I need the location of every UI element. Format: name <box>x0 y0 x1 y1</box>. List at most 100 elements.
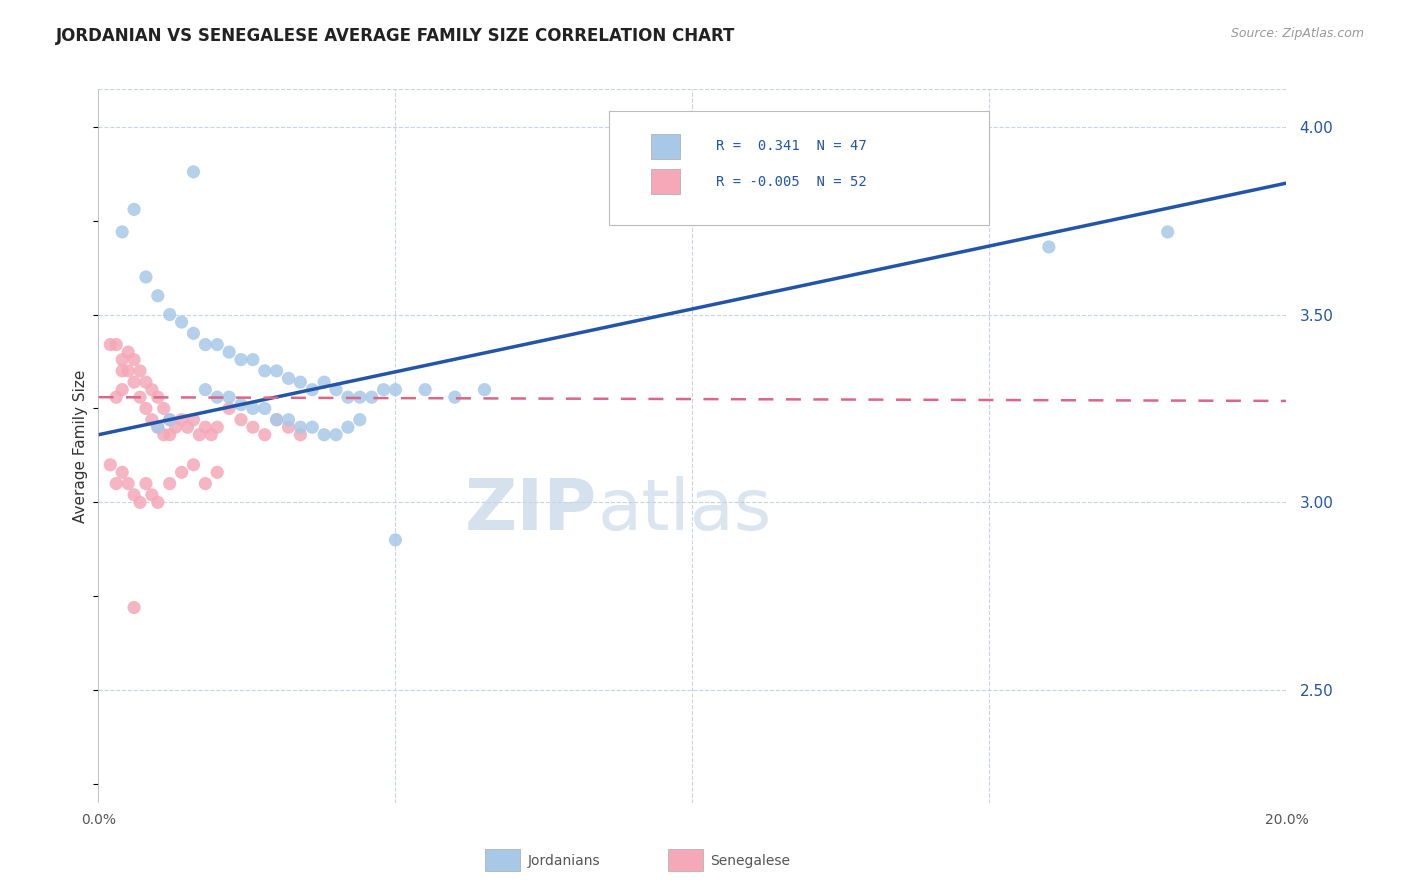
Point <box>229 398 252 412</box>
Point <box>443 390 465 404</box>
Point <box>229 352 252 367</box>
Point <box>111 383 134 397</box>
Point <box>111 465 134 479</box>
Text: Jordanians: Jordanians <box>527 854 600 868</box>
Point <box>277 413 299 427</box>
Text: ZIP: ZIP <box>465 475 598 545</box>
Point <box>122 375 145 389</box>
Point <box>290 375 312 389</box>
Point <box>253 401 276 416</box>
Point <box>117 364 139 378</box>
Point <box>105 390 128 404</box>
Point <box>117 476 139 491</box>
Point <box>98 337 121 351</box>
Point <box>183 165 205 179</box>
Point <box>373 383 395 397</box>
Point <box>146 420 169 434</box>
Text: R = -0.005  N = 52: R = -0.005 N = 52 <box>716 175 868 189</box>
Point <box>253 364 276 378</box>
Point <box>170 315 193 329</box>
Point <box>1156 225 1178 239</box>
Point <box>105 337 128 351</box>
Point <box>135 270 157 285</box>
Point <box>159 476 181 491</box>
FancyBboxPatch shape <box>609 111 990 225</box>
Point <box>349 390 371 404</box>
Point <box>266 413 288 427</box>
Point <box>141 488 163 502</box>
Point <box>194 337 217 351</box>
Point <box>152 401 174 416</box>
Bar <box>651 134 681 159</box>
Point <box>194 420 217 434</box>
Point <box>336 420 359 434</box>
Point <box>146 420 169 434</box>
Point <box>474 383 496 397</box>
Point <box>242 352 264 367</box>
Point <box>218 390 240 404</box>
Text: atlas: atlas <box>598 475 772 545</box>
Point <box>207 337 229 351</box>
Point <box>129 495 152 509</box>
Point <box>122 488 145 502</box>
Point <box>325 427 347 442</box>
Point <box>188 427 211 442</box>
Text: JORDANIAN VS SENEGALESE AVERAGE FAMILY SIZE CORRELATION CHART: JORDANIAN VS SENEGALESE AVERAGE FAMILY S… <box>56 27 735 45</box>
Point <box>105 476 128 491</box>
Point <box>122 202 145 217</box>
Point <box>159 413 181 427</box>
Point <box>218 345 240 359</box>
Point <box>170 413 193 427</box>
Point <box>111 364 134 378</box>
Point <box>146 495 169 509</box>
Point <box>129 390 152 404</box>
Point <box>117 345 139 359</box>
Point <box>336 390 359 404</box>
Point <box>360 390 382 404</box>
Point <box>159 427 181 442</box>
Point <box>290 420 312 434</box>
Point <box>122 600 145 615</box>
Point <box>98 458 121 472</box>
Point <box>277 371 299 385</box>
Point <box>384 383 406 397</box>
Point <box>165 420 187 434</box>
Point <box>146 289 169 303</box>
Point <box>111 352 134 367</box>
Point <box>277 420 299 434</box>
Point <box>301 420 323 434</box>
Point <box>135 401 157 416</box>
Point <box>242 420 264 434</box>
Point <box>170 465 193 479</box>
Point <box>349 413 371 427</box>
Y-axis label: Average Family Size: Average Family Size <box>73 369 89 523</box>
Point <box>159 308 181 322</box>
Point <box>207 420 229 434</box>
Point <box>111 225 134 239</box>
Point <box>301 383 323 397</box>
Point <box>176 420 198 434</box>
Point <box>141 383 163 397</box>
Point <box>129 364 152 378</box>
Point <box>266 364 288 378</box>
Text: R =  0.341  N = 47: R = 0.341 N = 47 <box>716 139 868 153</box>
Point <box>218 401 240 416</box>
Point <box>207 390 229 404</box>
Point <box>242 401 264 416</box>
Point <box>183 326 205 341</box>
Point <box>135 375 157 389</box>
Point <box>135 476 157 491</box>
Point <box>122 352 145 367</box>
Point <box>325 383 347 397</box>
Point <box>290 427 312 442</box>
Point <box>159 413 181 427</box>
Point <box>207 465 229 479</box>
Point <box>229 413 252 427</box>
Text: Senegalese: Senegalese <box>710 854 790 868</box>
Point <box>266 413 288 427</box>
Point <box>152 427 174 442</box>
Text: Source: ZipAtlas.com: Source: ZipAtlas.com <box>1230 27 1364 40</box>
Point <box>314 427 336 442</box>
Point <box>314 375 336 389</box>
Point <box>183 458 205 472</box>
